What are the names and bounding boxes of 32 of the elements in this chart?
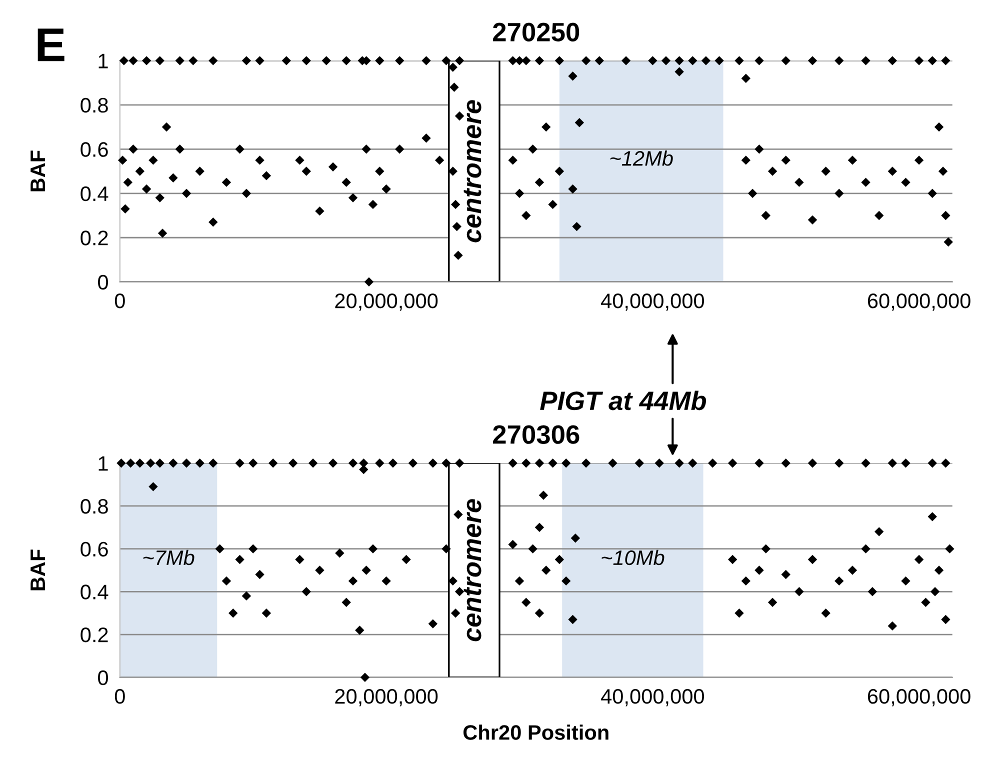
y-tick-label: 0.8 [80,98,108,113]
x-tick-label: 40,000,000 [601,689,704,706]
y-tick-label: 0.8 [80,498,108,514]
y-axis-title: BAF [30,550,45,590]
y-tick-label: 0.4 [80,186,108,202]
x-tick-label: 60,000,000 [868,294,970,311]
y-axis-title: BAF [30,150,45,192]
y-tick-label: 0.2 [80,230,108,246]
band-label: ~10Mb [602,550,664,566]
chart-title: 270306 [493,425,580,444]
band-label: ~12Mb [610,150,673,166]
x-tick-label: 20,000,000 [335,294,438,311]
x-tick-label: 0 [114,294,125,308]
y-tick-label: 0 [98,274,108,290]
x-tick-label: 60,000,000 [868,689,970,706]
text: PIGT at 44Mb [540,390,706,410]
x-tick-label: 40,000,000 [601,294,704,311]
x-tick-label: 20,000,000 [335,689,438,706]
y-tick-label: 0.6 [80,542,108,557]
y-tick-label: 0.6 [80,142,108,157]
band-label: centromere [464,100,482,242]
x-tick-label: 0 [114,689,125,704]
x-axis-title: Chr20 Position [463,724,608,740]
band-label: ~7Mb [143,550,194,566]
y-tick-label: 0 [98,670,108,686]
chart-title: 270250 [493,22,580,42]
y-tick-label: 0.4 [80,584,108,600]
text: E [38,28,64,62]
y-tick-label: 0.2 [80,628,108,642]
y-tick-label: 1 [98,456,108,471]
y-tick-label: 1 [98,54,108,68]
band-label: centromere [464,499,482,642]
